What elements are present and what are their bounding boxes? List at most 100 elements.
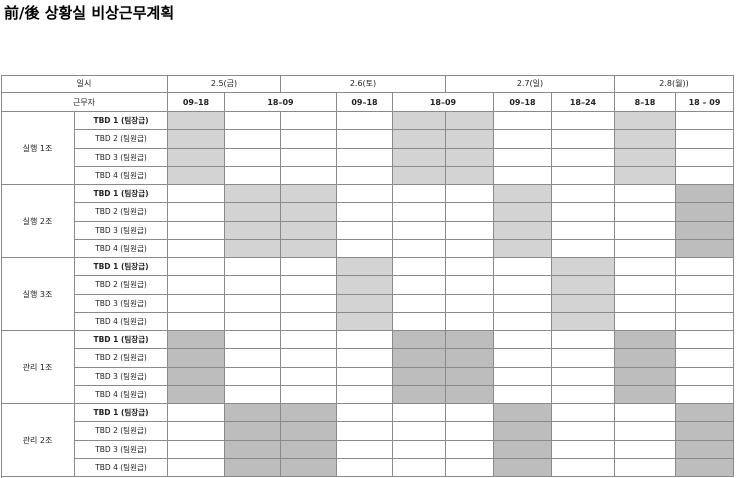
schedule-cell [615, 112, 676, 131]
schedule-cell [168, 404, 225, 423]
shift-header: 18–09 [393, 93, 494, 112]
member-label: TBD 3 (팀원급) [75, 367, 168, 386]
schedule-cell [225, 422, 281, 441]
schedule-cell [168, 331, 225, 350]
schedule-cell [393, 221, 446, 240]
schedule-cell [281, 148, 337, 167]
schedule-cell [281, 239, 337, 258]
schedule-cell [393, 166, 446, 185]
schedule-cell [225, 148, 281, 167]
member-label: TBD 1 (팀장급) [75, 404, 168, 423]
schedule-cell [281, 221, 337, 240]
schedule-cell [337, 203, 393, 222]
schedule-cell [225, 294, 281, 313]
schedule-cell [225, 349, 281, 368]
member-label: TBD 3 (팀원급) [75, 294, 168, 313]
schedule-cell [225, 185, 281, 204]
member-label: TBD 1 (팀장급) [75, 185, 168, 204]
schedule-cell [337, 221, 393, 240]
schedule-cell [337, 258, 393, 277]
schedule-cell [446, 331, 494, 350]
schedule-cell [393, 294, 446, 313]
schedule-cell [225, 312, 281, 331]
group-label: 실행 3조 [1, 258, 75, 331]
schedule-cell [615, 130, 676, 149]
schedule-cell [676, 239, 734, 258]
schedule-cell [393, 458, 446, 477]
schedule-cell [337, 367, 393, 386]
schedule-cell [552, 130, 615, 149]
schedule-cell [552, 148, 615, 167]
schedule-cell [168, 349, 225, 368]
schedule-cell [225, 458, 281, 477]
schedule-cell [225, 385, 281, 404]
schedule-cell [615, 294, 676, 313]
shift-header: 8–18 [615, 93, 676, 112]
schedule-cell [225, 203, 281, 222]
schedule-cell [281, 166, 337, 185]
schedule-cell [494, 203, 552, 222]
schedule-cell [552, 276, 615, 295]
schedule-cell [446, 203, 494, 222]
schedule-cell [168, 148, 225, 167]
schedule-cell [225, 440, 281, 459]
schedule-cell [225, 331, 281, 350]
schedule-cell [225, 258, 281, 277]
schedule-cell [494, 130, 552, 149]
schedule-cell [281, 276, 337, 295]
schedule-cell [337, 294, 393, 313]
schedule-cell [281, 385, 337, 404]
schedule-cell [676, 258, 734, 277]
schedule-cell [281, 112, 337, 131]
member-label: TBD 1 (팀장급) [75, 112, 168, 131]
member-label: TBD 4 (팀원급) [75, 458, 168, 477]
schedule-cell [393, 112, 446, 131]
schedule-cell [676, 367, 734, 386]
schedule-cell [446, 148, 494, 167]
schedule-cell [337, 422, 393, 441]
schedule-cell [676, 203, 734, 222]
schedule-cell [494, 258, 552, 277]
schedule-cell [494, 367, 552, 386]
schedule-cell [393, 367, 446, 386]
schedule-cell [446, 367, 494, 386]
schedule-cell [676, 422, 734, 441]
schedule-cell [552, 203, 615, 222]
schedule-cell [494, 148, 552, 167]
schedule-cell [446, 221, 494, 240]
shift-header: 18–09 [225, 93, 337, 112]
schedule-cell [676, 312, 734, 331]
schedule-cell [337, 185, 393, 204]
schedule-cell [494, 349, 552, 368]
schedule-cell [281, 203, 337, 222]
schedule-cell [281, 367, 337, 386]
schedule-cell [676, 458, 734, 477]
schedule-cell [281, 404, 337, 423]
schedule-cell [446, 276, 494, 295]
shift-header: 09–18 [168, 93, 225, 112]
schedule-cell [676, 331, 734, 350]
schedule-cell [615, 185, 676, 204]
schedule-cell [225, 221, 281, 240]
schedule-cell [393, 203, 446, 222]
schedule-cell [552, 185, 615, 204]
schedule-cell [168, 203, 225, 222]
schedule-cell [552, 258, 615, 277]
schedule-cell [446, 458, 494, 477]
schedule-cell [168, 112, 225, 131]
schedule-cell [615, 148, 676, 167]
schedule-cell [676, 130, 734, 149]
schedule-cell [615, 203, 676, 222]
schedule-cell [225, 112, 281, 131]
schedule-cell [676, 349, 734, 368]
member-label: TBD 3 (팀원급) [75, 440, 168, 459]
schedule-cell [552, 312, 615, 331]
schedule-cell [615, 385, 676, 404]
schedule-cell [337, 112, 393, 131]
member-label: TBD 3 (팀원급) [75, 221, 168, 240]
schedule-cell [337, 130, 393, 149]
date-header: 2.7(일) [446, 75, 615, 93]
schedule-cell [446, 258, 494, 277]
schedule-cell [494, 458, 552, 477]
schedule-cell [337, 458, 393, 477]
